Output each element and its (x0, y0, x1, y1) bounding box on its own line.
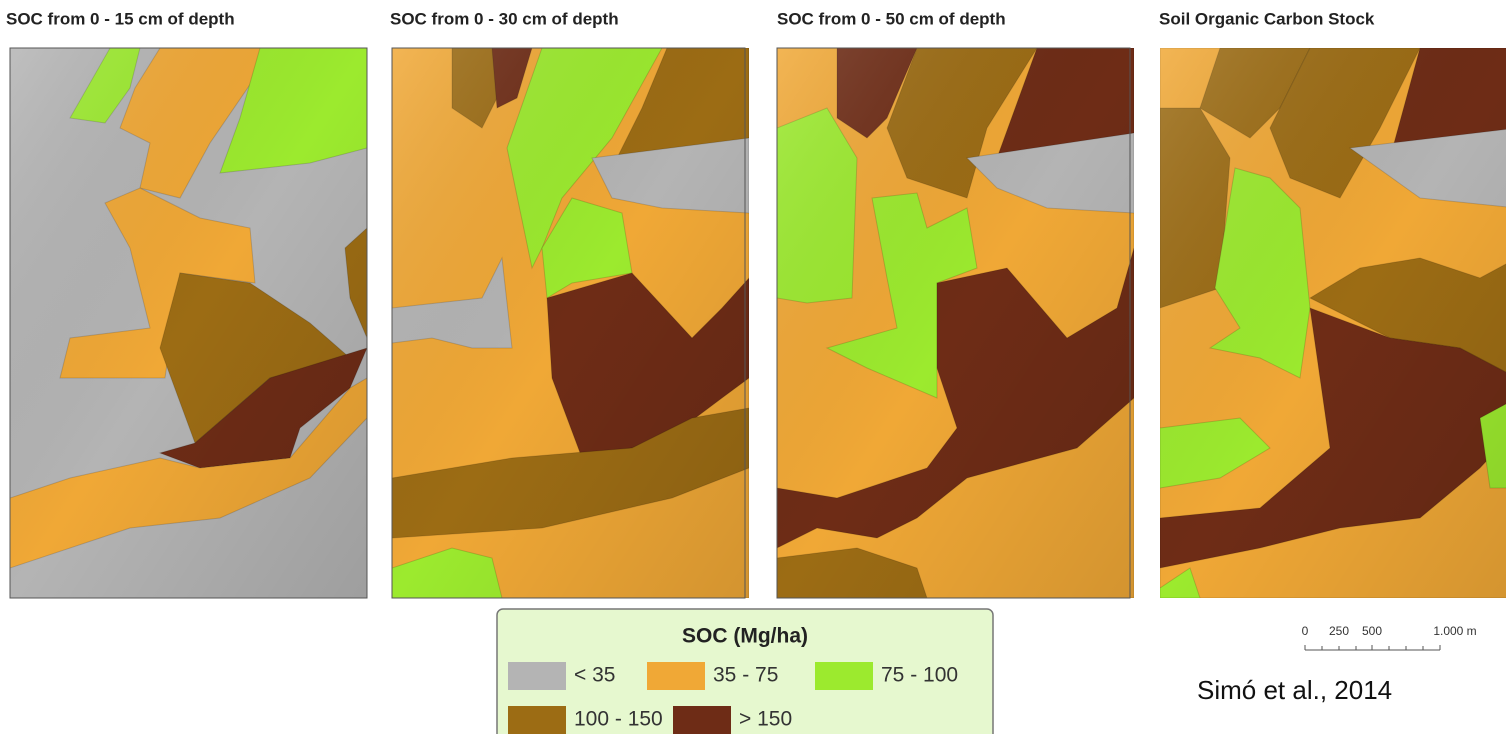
legend-label: < 35 (574, 664, 615, 687)
panel-title: SOC from 0 - 50 cm of depth (777, 9, 1006, 28)
scale-label: 1.000 m (1433, 624, 1476, 638)
legend-swatch (508, 662, 566, 690)
scale-label: 500 (1362, 624, 1382, 638)
scale-label: 250 (1329, 624, 1349, 638)
legend-swatch (673, 706, 731, 734)
legend-label: 35 - 75 (713, 664, 778, 687)
citation: Simó et al., 2014 (1197, 675, 1392, 705)
legend-swatch (815, 662, 873, 690)
legend-swatch (647, 662, 705, 690)
panel-title: SOC from 0 - 30 cm of depth (390, 9, 619, 28)
scale-bar: 0 250 500 1.000 m (1302, 624, 1477, 650)
legend-title: SOC (Mg/ha) (682, 625, 808, 648)
legend-label: 100 - 150 (574, 708, 663, 731)
panel-title: Soil Organic Carbon Stock (1159, 9, 1375, 28)
legend-label: 75 - 100 (881, 664, 958, 687)
map-panel (777, 48, 1134, 598)
legend-swatch (508, 706, 566, 734)
scale-line (1305, 645, 1440, 650)
map-panel (392, 48, 749, 598)
panel-title: SOC from 0 - 15 cm of depth (6, 9, 235, 28)
figure: SOC from 0 - 15 cm of depth SOC from 0 -… (0, 0, 1506, 734)
map-panel (1160, 48, 1506, 598)
legend-label: > 150 (739, 708, 792, 731)
scale-label: 0 (1302, 624, 1309, 638)
legend: SOC (Mg/ha) < 35 35 - 75 75 - 100 100 - … (497, 609, 993, 734)
map-panel (10, 48, 367, 598)
